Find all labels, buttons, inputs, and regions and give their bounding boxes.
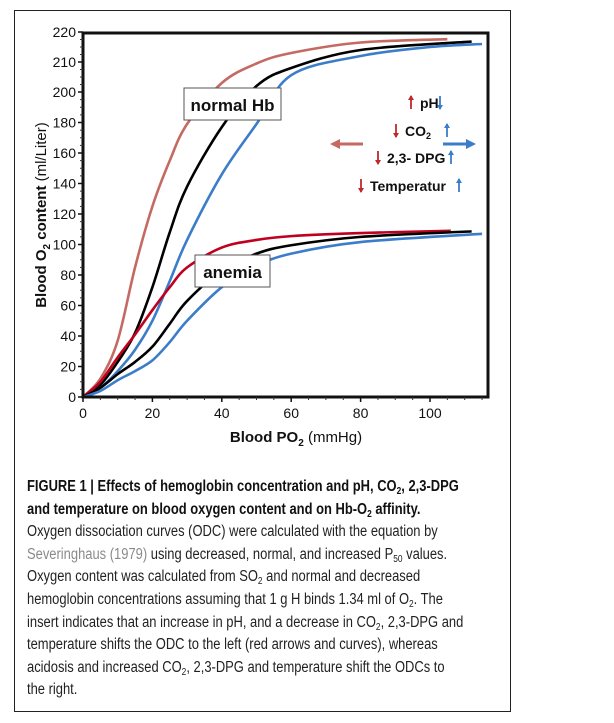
x-tick-label: 0 [79,405,87,421]
caption-line: insert indicates that an increase in pH,… [27,613,464,633]
y-tick-label: 200 [53,84,77,100]
citation-link[interactable]: Severinghaus (1979) [27,545,148,563]
right-shift-arrow-icon [443,139,476,149]
down-arrow-icon [375,151,381,165]
down-arrow-icon [358,179,364,193]
x-axis-label: Blood PO2 (mmHg) [230,429,362,449]
y-tick-label: 100 [53,237,77,253]
y-axis-label: Blood O2 content (ml/Liter) [33,122,53,308]
y-tick-label: 210 [53,54,77,70]
caption-line: temperature shifts the ODC to the left (… [27,636,438,654]
y-tick-label: 120 [53,206,77,222]
insert-label: CO2 [405,123,431,141]
caption-title-line: FIGURE 1 | Effects of hemoglobin concent… [27,478,459,497]
y-tick-label: 80 [60,267,76,283]
figure-frame [14,10,511,712]
caption-line: acidosis and increased CO2, 2,3-DPG and … [27,658,445,678]
curve-normal-hb-normal [82,40,472,399]
up-arrow-icon [456,178,462,192]
caption-line: hemoglobin concentrations assuming that … [27,590,443,610]
left-shift-arrow-icon [330,139,363,149]
y-tick-label: 40 [60,328,76,344]
x-tick-label: 100 [418,405,442,421]
insert-label: Temperatur [370,178,447,194]
y-tick-label: 180 [53,115,77,131]
y-axis: 0 20 40 60 80 100 120 140 160 180 200 210 220 [53,24,83,405]
y-tick-label: 60 [60,298,76,314]
up-arrow-icon [408,95,414,109]
caption-line: Oxygen content was calculated from SO2 a… [27,568,421,588]
shift-insert: pH CO2 2,3- DPG Temperatur [330,95,476,194]
anemia-label: anemia [203,263,262,282]
curve-anemia-right [82,232,483,399]
down-arrow-icon [393,124,399,138]
caption-line: Oxygen dissociation curves (ODC) were ca… [27,523,438,541]
y-tick-label: 0 [68,389,76,405]
x-tick-label: 60 [283,405,299,421]
y-tick-label: 140 [53,176,77,192]
y-tick-label: 20 [60,359,76,375]
curves [82,37,483,399]
y-tick-label: 160 [53,145,77,161]
down-arrow-icon [437,96,443,110]
insert-label: 2,3- DPG [387,150,445,166]
caption-title-line: and temperature on blood oxygen content … [27,500,421,520]
curve-normal-hb-left [82,37,448,398]
figure-caption: FIGURE 1 | Effects of hemoglobin concent… [27,476,587,702]
oxygen-dissociation-chart: 0 20 40 60 80 100 120 140 160 180 200 210 220 0 20 40 6… [33,24,490,449]
anemia-label-box: anemia [194,254,271,288]
up-arrow-icon [448,150,454,164]
caption-line: the right. [27,681,78,699]
y-tick-label: 220 [53,24,77,40]
up-arrow-icon [444,123,450,137]
normal-hb-label-box: normal Hb [183,87,282,121]
x-tick-label: 20 [145,405,161,421]
x-axis: 0 20 40 60 80 100 [79,397,483,421]
caption-line: Severinghaus (1979) using decreased, nor… [27,545,448,565]
x-tick-label: 80 [353,405,369,421]
normal-hb-label: normal Hb [190,96,274,115]
insert-label: pH [420,95,439,111]
x-tick-label: 40 [214,405,230,421]
curve-anemia-left [82,229,451,398]
curve-normal-hb-right [82,42,483,399]
plot-frame [81,31,490,399]
curve-anemia-normal [82,230,472,399]
